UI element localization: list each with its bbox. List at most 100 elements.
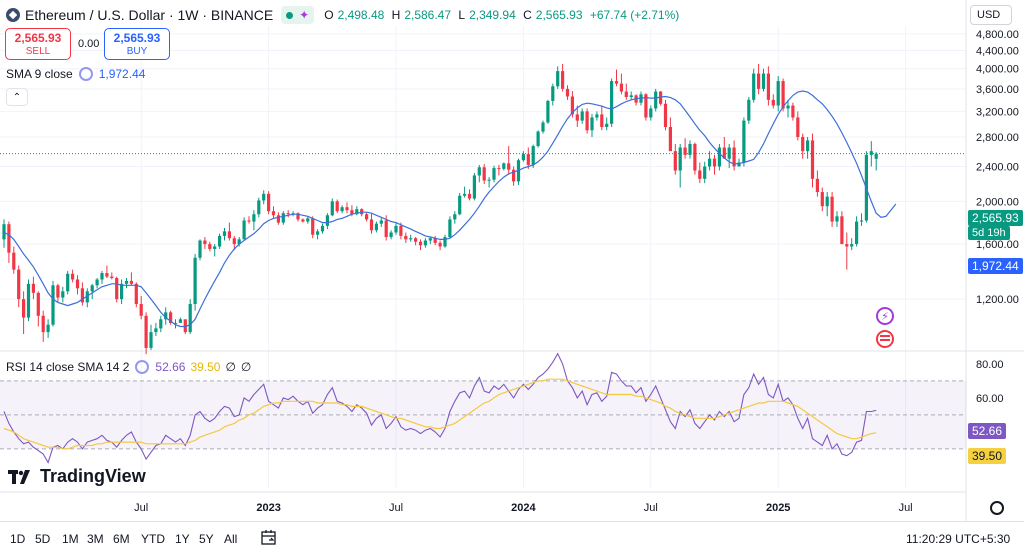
timeframe-5d-button[interactable]: 5D	[35, 532, 51, 546]
candle	[516, 158, 521, 185]
candle-body	[389, 232, 393, 238]
candle	[124, 278, 129, 289]
timeframe-3m-button[interactable]: 3M	[87, 532, 104, 546]
candle	[806, 136, 810, 159]
candle-body	[183, 319, 187, 333]
candle-body	[752, 73, 756, 100]
lightning-event-icon[interactable]: ⚡	[876, 307, 894, 325]
timeframe-1m-button[interactable]: 1M	[62, 532, 79, 546]
sma9-line	[3, 90, 897, 328]
high-key: H	[391, 8, 401, 22]
timeframe-1y-button[interactable]: 1Y	[175, 532, 190, 546]
candle-body	[51, 285, 55, 325]
clock-timezone[interactable]: 11:20:29 UTC+5:30	[906, 532, 1011, 546]
timeframe-1d-button[interactable]: 1D	[10, 532, 26, 546]
candle	[747, 97, 751, 124]
candle-body	[507, 163, 511, 170]
candle	[90, 283, 94, 300]
candle-body	[374, 223, 378, 231]
candle-body	[414, 238, 418, 242]
candle	[394, 222, 398, 235]
candle	[605, 117, 609, 131]
candle	[850, 238, 854, 251]
candle	[325, 213, 329, 230]
symbol-title[interactable]: Ethereum / U.S. Dollar · 1W · BINANCE	[25, 7, 274, 23]
candle	[281, 211, 285, 225]
candle-body	[673, 151, 677, 171]
candle-body	[46, 324, 50, 333]
sma-legend[interactable]: SMA 9 close 1,972.44	[6, 67, 145, 81]
candle	[438, 240, 442, 251]
candle-body	[384, 220, 388, 238]
timeframe-6m-button[interactable]: 6M	[113, 532, 130, 546]
candle-body	[580, 111, 584, 121]
candle	[629, 91, 633, 100]
candle	[859, 213, 864, 226]
candle-body	[144, 315, 148, 348]
candle-body	[409, 238, 413, 240]
candle	[428, 237, 432, 245]
us-flag-event-icon[interactable]	[876, 330, 894, 348]
candle	[556, 66, 560, 89]
sell-button[interactable]: 2,565.93 SELL	[5, 28, 71, 60]
candle-body	[845, 244, 849, 247]
market-status-pill[interactable]: ✦	[281, 6, 315, 24]
candle-body	[149, 332, 153, 348]
price-tick-label: 4,400.00	[976, 45, 1019, 57]
low-key: L	[458, 8, 466, 22]
candle	[267, 191, 271, 215]
candle	[173, 319, 178, 329]
candle-body	[722, 147, 726, 159]
candle	[619, 73, 623, 95]
candle-body	[267, 193, 271, 212]
candle-body	[443, 237, 447, 247]
candle	[791, 102, 795, 121]
candle	[443, 234, 447, 248]
timeframe-5y-button[interactable]: 5Y	[199, 532, 214, 546]
candle	[668, 117, 672, 152]
candle-body	[820, 192, 824, 207]
candle-body	[227, 231, 231, 239]
bottom-toolbar: 1D 5D 1M 3M 6M YTD 1Y 5Y All 11:20:29 UTC+5:30	[0, 521, 1024, 555]
go-to-date-icon[interactable]	[260, 529, 278, 547]
candle	[683, 138, 687, 159]
candle-body	[316, 231, 320, 235]
buy-button[interactable]: 2,565.93 BUY	[104, 28, 170, 60]
candle-body	[776, 81, 780, 106]
candle-body	[17, 269, 21, 300]
candle-body	[355, 209, 359, 215]
timeframe-ytd-button[interactable]: YTD	[141, 532, 165, 546]
rsi-sma-legend-value: 39.50	[190, 360, 221, 374]
candle	[213, 244, 217, 257]
candle-body	[585, 111, 589, 131]
candle	[149, 324, 153, 350]
candle-body	[678, 147, 682, 171]
price-tick-label: 2,800.00	[976, 132, 1019, 144]
candle	[732, 140, 736, 171]
candle	[409, 234, 413, 242]
rsi-tick-label: 60.00	[976, 393, 1004, 405]
candle	[232, 235, 236, 251]
candle	[227, 222, 231, 241]
settings-icon[interactable]	[990, 501, 1004, 515]
candle-body	[546, 100, 550, 123]
indicator-lines	[0, 90, 966, 464]
candle	[340, 205, 344, 214]
currency-button[interactable]: USD	[970, 5, 1012, 25]
timeframe-all-button[interactable]: All	[224, 532, 238, 546]
ohlc-values: O 2,498.48 H 2,586.47 L 2,349.94 C 2,565.93 …	[324, 8, 683, 22]
candle-body	[605, 123, 609, 127]
rsi-legend[interactable]: RSI 14 close SMA 14 2 52.66 39.50 ∅ ∅	[6, 360, 251, 374]
candle-body	[619, 83, 623, 92]
candle	[472, 172, 476, 201]
candle-body	[418, 241, 423, 246]
collapse-legend-button[interactable]: ⌃	[6, 88, 28, 106]
candle-body	[100, 273, 104, 280]
candle	[487, 177, 491, 188]
candle-body	[850, 244, 854, 247]
change-value: +67.74 (+2.71%)	[589, 8, 680, 22]
rsi-tick-label: 80.00	[976, 359, 1004, 371]
candle	[247, 216, 251, 224]
candle	[330, 198, 334, 217]
